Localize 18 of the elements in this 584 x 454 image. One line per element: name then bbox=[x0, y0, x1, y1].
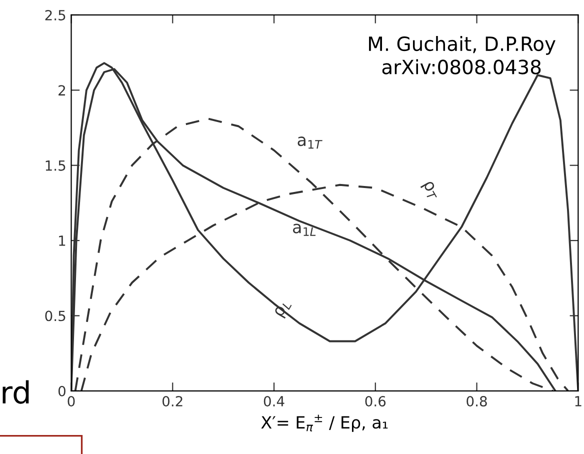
y-tick-label: 2 bbox=[58, 85, 65, 96]
y-tick-label: 2.5 bbox=[45, 10, 66, 20]
x-tick-label: 0.2 bbox=[162, 396, 182, 407]
x-tick-label: 0 bbox=[68, 396, 75, 407]
y-tick-label: 0.5 bbox=[45, 310, 66, 322]
text: ρ$_{T}$ bbox=[420, 180, 440, 202]
x-tick-label: 1 bbox=[575, 396, 582, 406]
x-tick-label: 0.4 bbox=[264, 396, 284, 407]
annotation: M. Guchait, D.P.Roy arXiv:0808.0438 bbox=[369, 36, 556, 74]
series-label: a$_{1T}$ bbox=[298, 136, 322, 149]
text: rd bbox=[2, 380, 29, 404]
x-tick-label: 0.8 bbox=[466, 396, 487, 407]
y-tick-label: 1 bbox=[59, 236, 66, 246]
x-tick-label: 0.6 bbox=[365, 396, 386, 407]
x-axis-title: X′= E$_{π}$$^{±}$ / Eρ, a₁ bbox=[261, 414, 388, 432]
y-tick-label: 0 bbox=[58, 386, 66, 396]
series-label: a$_{1L}$ bbox=[293, 224, 316, 236]
y-tick-label: 1.5 bbox=[46, 160, 66, 171]
